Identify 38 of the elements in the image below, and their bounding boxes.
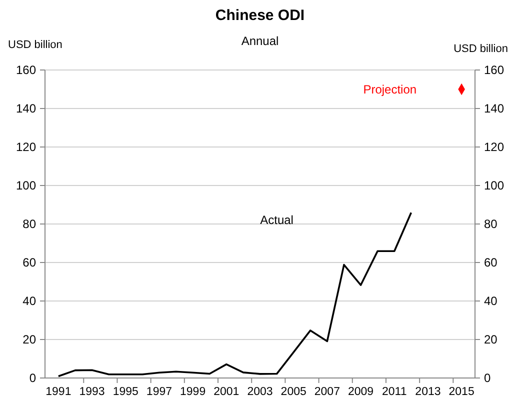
x-tick-label: 1999 <box>180 386 206 398</box>
y2-tick-label: 140 <box>484 102 504 116</box>
line-series <box>58 212 412 378</box>
x-tick-label: 1995 <box>112 386 138 398</box>
x-tick-label: 2005 <box>280 386 306 398</box>
x-tick-label: 2001 <box>214 386 240 398</box>
y-tick-label: 140 <box>16 102 36 116</box>
y-tick-label: 40 <box>22 294 36 308</box>
text: Projection <box>363 82 417 96</box>
y2-tick-label: 120 <box>484 140 504 154</box>
x-tick-label: 1993 <box>79 386 105 398</box>
chart-title: Chinese ODI <box>215 7 305 24</box>
x-tick-label: 2009 <box>348 386 374 398</box>
y2-axis-title: USD billion <box>454 43 508 55</box>
x-tick-label: 1997 <box>146 386 172 398</box>
y-tick-label: 100 <box>16 178 36 192</box>
y-tick-label: 160 <box>16 63 36 77</box>
y2-tick-label: 20 <box>484 332 498 346</box>
y-tick-label: 120 <box>16 140 36 154</box>
x-tick-label: 2007 <box>314 386 340 398</box>
y2-tick-label: 40 <box>484 294 498 308</box>
y-tick-label: 60 <box>22 256 36 270</box>
y2-tick-label: 160 <box>484 63 504 77</box>
y2-tick-label: 80 <box>484 217 498 231</box>
y2-tick-label: 0 <box>484 371 491 385</box>
x-tick-label: 2003 <box>247 386 273 398</box>
y-tick-label: 80 <box>22 217 36 231</box>
y2-tick-label: 100 <box>484 178 504 192</box>
y-tick-label: 20 <box>22 332 36 346</box>
y-tick-label: 0 <box>29 371 36 385</box>
x-tick-label: 2011 <box>382 386 407 398</box>
x-tick-label: 2013 <box>415 386 441 398</box>
x-tick-label: 1991 <box>46 386 72 398</box>
y-axis-title: USD billion <box>8 39 62 51</box>
x-tick-label: 2015 <box>448 386 474 398</box>
y2-tick-label: 60 <box>484 256 498 270</box>
chart-subtitle: Annual <box>241 34 279 48</box>
text: Actual <box>260 213 294 227</box>
